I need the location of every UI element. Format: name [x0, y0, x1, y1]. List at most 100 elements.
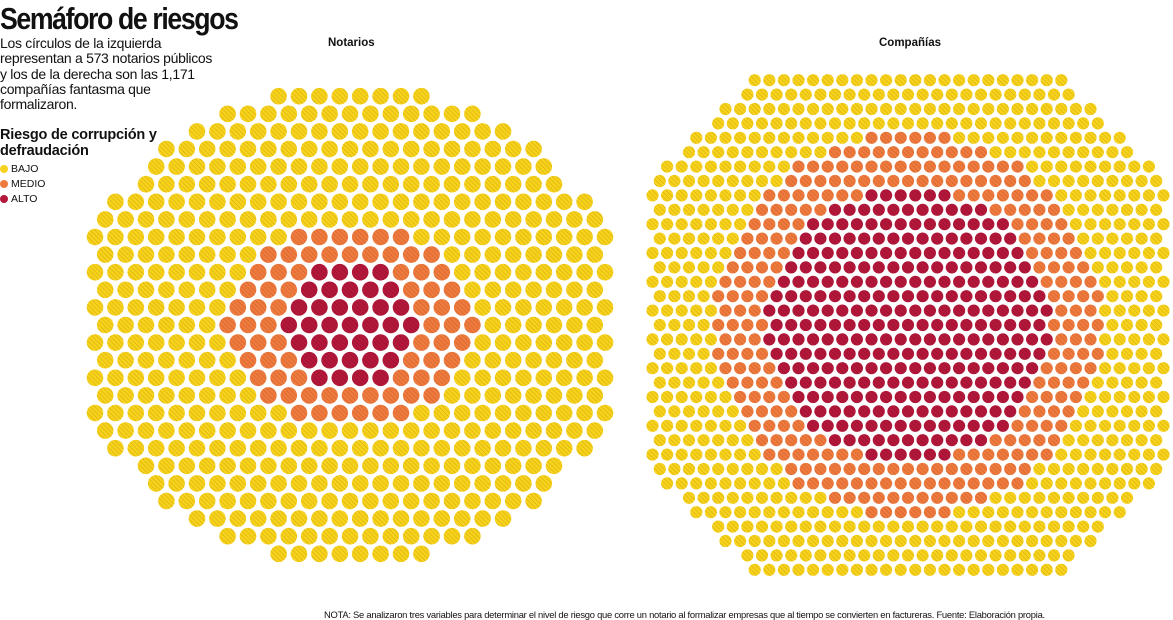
dot-bajo: [719, 390, 732, 404]
dot-bajo: [158, 422, 175, 439]
dot-bajo: [321, 492, 338, 510]
dot-medio: [1040, 390, 1053, 404]
dot-alto: [974, 203, 988, 216]
dot-bajo: [704, 448, 718, 461]
dot-bajo: [484, 351, 502, 369]
dot-bajo: [734, 477, 747, 490]
dot-bajo: [1047, 146, 1061, 159]
dot-alto: [872, 405, 885, 418]
dot-bajo: [402, 527, 420, 545]
dot-alto: [341, 281, 359, 299]
dot-bajo: [290, 475, 308, 492]
dot-alto: [777, 362, 791, 375]
dot-alto: [331, 299, 349, 316]
dot-bajo: [331, 87, 349, 105]
dot-bajo: [464, 492, 481, 510]
dot-medio: [726, 318, 739, 332]
dot-bajo: [280, 422, 298, 439]
dot-medio: [1047, 290, 1061, 303]
dot-bajo: [792, 534, 805, 548]
dot-bajo: [239, 140, 257, 158]
dot-bajo: [1055, 189, 1068, 202]
dot-medio: [453, 299, 471, 316]
dot-bajo: [909, 563, 922, 576]
dot-medio: [799, 434, 812, 447]
dot-bajo: [392, 123, 410, 140]
dot-bajo: [188, 299, 206, 316]
dot-bajo: [1120, 290, 1134, 303]
dot-medio: [748, 390, 761, 404]
dot-bajo: [1011, 102, 1024, 116]
dot-bajo: [260, 175, 277, 193]
dot-bajo: [704, 246, 718, 260]
dot-bajo: [290, 123, 308, 140]
dot-medio: [850, 160, 864, 173]
dot-medio: [1047, 232, 1061, 245]
dot-medio: [351, 228, 369, 246]
dot-alto: [372, 299, 389, 316]
dot-bajo: [1113, 304, 1126, 317]
dot-bajo: [147, 158, 165, 175]
dot-medio: [843, 146, 856, 159]
dot-bajo: [290, 193, 308, 211]
dot-bajo: [413, 123, 430, 140]
dot-medio: [770, 261, 783, 274]
dot-bajo: [704, 131, 718, 144]
dot-bajo: [1135, 232, 1148, 245]
dot-bajo: [1004, 549, 1017, 562]
dot-alto: [894, 333, 907, 346]
dot-alto: [763, 304, 776, 317]
dot-bajo: [586, 351, 604, 369]
dot-bajo: [690, 333, 703, 346]
dot-bajo: [1069, 102, 1082, 116]
dot-bajo: [127, 263, 145, 281]
dot-bajo: [799, 117, 812, 130]
dot-alto: [872, 261, 885, 274]
dot-bajo: [504, 387, 522, 404]
dot-bajo: [960, 117, 973, 130]
dot-bajo: [1011, 74, 1024, 87]
dot-bajo: [763, 563, 776, 576]
dot-medio: [719, 362, 732, 375]
dot-bajo: [719, 246, 732, 260]
dot-medio: [770, 434, 783, 447]
dot-bajo: [675, 390, 688, 404]
dot-bajo: [249, 123, 267, 140]
dot-medio: [1047, 261, 1061, 274]
dot-bajo: [726, 117, 739, 130]
dot-bajo: [734, 419, 747, 432]
dot-bajo: [188, 123, 206, 140]
dot-bajo: [989, 88, 1002, 101]
dot-bajo: [1120, 491, 1134, 504]
dot-bajo: [1113, 131, 1126, 144]
dot-bajo: [1055, 448, 1068, 461]
dot-alto: [807, 246, 820, 260]
dot-bajo: [209, 510, 226, 527]
dot-bajo: [504, 492, 522, 510]
dot-alto: [945, 376, 958, 389]
dot-bajo: [792, 102, 805, 116]
dot-bajo: [653, 232, 666, 245]
dot-medio: [382, 246, 400, 263]
dot-alto: [989, 232, 1002, 245]
dot-alto: [960, 318, 973, 332]
dot-bajo: [690, 304, 703, 317]
dot-bajo: [1069, 506, 1082, 519]
dot-medio: [741, 347, 754, 360]
dot-alto: [967, 362, 980, 375]
dot-bajo: [901, 88, 915, 101]
dot-bajo: [515, 475, 532, 492]
dot-alto: [953, 390, 966, 404]
dot-bajo: [945, 520, 958, 533]
dot-medio: [1040, 448, 1053, 461]
dot-bajo: [372, 510, 389, 527]
dot-bajo: [777, 102, 791, 116]
dot-bajo: [646, 362, 659, 375]
dot-bajo: [989, 146, 1002, 159]
dot-bajo: [219, 351, 236, 369]
dot-bajo: [1135, 405, 1148, 418]
dot-bajo: [697, 405, 710, 418]
dot-bajo: [392, 545, 410, 563]
dot-alto: [982, 390, 995, 404]
dot-bajo: [1033, 117, 1046, 130]
